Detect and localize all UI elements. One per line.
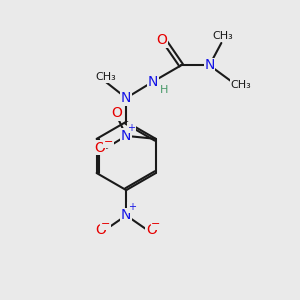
Text: −: − [101, 219, 110, 229]
Text: −: − [103, 137, 113, 147]
Text: N: N [148, 75, 158, 88]
Text: +: + [128, 123, 136, 133]
Text: N: N [121, 91, 131, 105]
Text: CH₃: CH₃ [95, 72, 116, 82]
Text: CH₃: CH₃ [230, 80, 251, 90]
Text: O: O [112, 106, 123, 120]
Text: H: H [160, 85, 169, 95]
Text: +: + [128, 202, 136, 212]
Text: O: O [157, 33, 167, 47]
Text: −: − [151, 219, 160, 229]
Text: O: O [94, 141, 105, 155]
Text: CH₃: CH₃ [212, 31, 233, 40]
Text: N: N [204, 58, 214, 72]
Text: N: N [121, 129, 131, 143]
Text: N: N [121, 208, 131, 222]
Text: O: O [146, 223, 157, 237]
Text: O: O [95, 223, 106, 237]
